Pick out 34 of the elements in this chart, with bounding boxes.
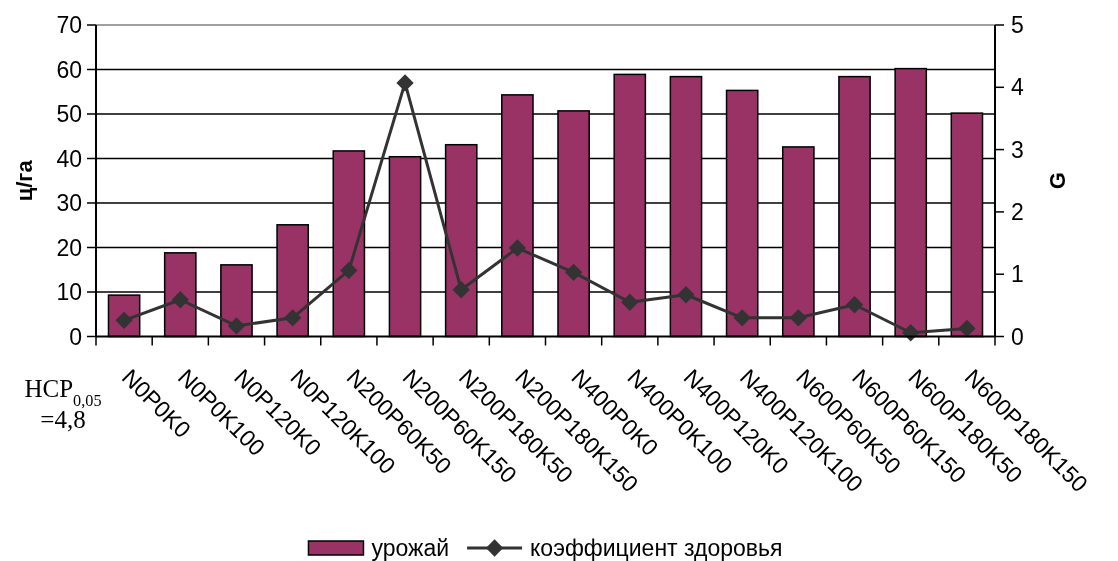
point [958,319,976,338]
y-tick-label: 0 [69,323,82,350]
y-tick-label: 50 [56,101,82,127]
point [733,309,751,327]
y-tick-label: 10 [56,279,82,305]
point [452,281,470,299]
y2-tick-label: 0 [1011,323,1024,350]
y2-axis-title: G [1044,172,1070,190]
y2-tick-label: 1 [1011,261,1024,288]
point [171,291,189,309]
y-tick-label: 40 [56,145,82,172]
y-tick-label: 20 [56,234,82,261]
y-tick-label: 70 [56,12,82,38]
point [621,293,639,311]
point [564,263,583,281]
y-tick-label: 30 [56,190,82,216]
point [340,261,358,280]
point [284,309,302,327]
point [227,317,246,335]
point [789,309,807,327]
point [677,286,695,304]
point [902,324,920,342]
y2-tick-label: 2 [1011,198,1024,225]
y2-tick-label: 5 [1011,12,1024,38]
legend-label: коэффициент здоровья [530,535,783,561]
y-axis-title: ц/га [11,159,37,202]
point [845,296,864,314]
point [396,74,414,92]
y-tick-label: 60 [56,56,82,83]
y2-tick-label: 3 [1011,136,1024,163]
y2-tick-label: 4 [1011,74,1024,101]
point [508,239,527,257]
text: НСР$_{0,05}$ =4,8 [24,375,102,433]
legend-label: урожай [371,535,450,561]
